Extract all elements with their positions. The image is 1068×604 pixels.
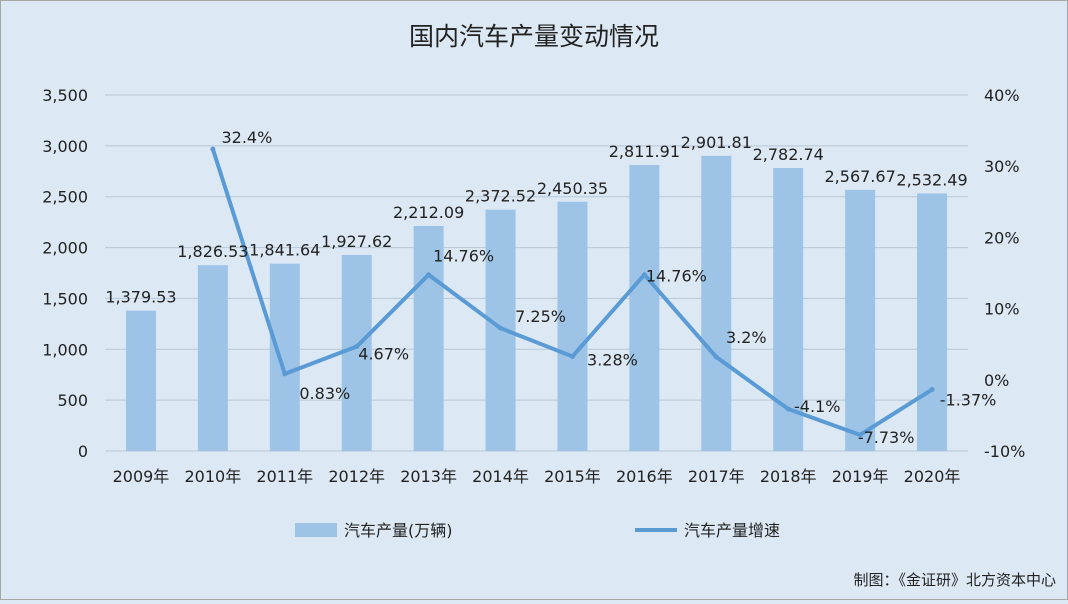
bar-data-label: 2,212.09 (393, 203, 464, 222)
line-data-labels: 32.4% 0.83% 4.67% 14.76% 7.25% 3.28% 14.76% 3.2… (221, 128, 996, 447)
bar (197, 265, 228, 451)
legend: 汽车产量(万辆) 汽车产量增速 (295, 521, 780, 540)
line-point (354, 344, 360, 350)
y-right-tick-label: 0% (984, 371, 1009, 390)
line-point (569, 353, 575, 359)
bar-data-label: 2,450.35 (537, 179, 608, 198)
y-left-tick-label: 0 (78, 442, 88, 461)
line-point (785, 406, 791, 412)
y-left-tick-label: 3,500 (42, 86, 88, 105)
line-data-label: -7.73% (858, 428, 915, 447)
line-data-label: 4.67% (358, 345, 409, 364)
y-left-tick-label: 3,000 (42, 137, 88, 156)
line-data-label: 32.4% (221, 128, 272, 147)
x-tick-label: 2013年 (400, 467, 457, 486)
line-data-label: 3.2% (726, 328, 767, 347)
bar (557, 201, 588, 451)
x-tick-label: 2017年 (688, 467, 745, 486)
line-point (426, 272, 432, 278)
line-data-label: 14.76% (646, 267, 707, 286)
y-right-tick-label: 20% (984, 228, 1020, 247)
line-data-label: 14.76% (433, 247, 494, 266)
line-point (857, 432, 863, 438)
x-axis: 2009年 2010年 2011年 2012年 2013年 2014年 2015年 2016年… (113, 467, 961, 486)
y-right-tick-label: 30% (984, 157, 1020, 176)
x-tick-label: 2009年 (113, 467, 170, 486)
bar (269, 263, 300, 451)
bar-series (125, 155, 948, 452)
line-data-label: -1.37% (940, 391, 997, 410)
bar-data-label: 1,379.53 (105, 288, 176, 307)
line-point (929, 387, 935, 393)
y-axis-left: 0 500 1,000 1,500 2,000 2,500 3,000 3,500 (42, 86, 88, 461)
bar (917, 193, 948, 451)
x-tick-label: 2016年 (616, 467, 673, 486)
y-right-tick-label: 10% (984, 300, 1020, 319)
line-point (498, 325, 504, 331)
line-point (641, 272, 647, 278)
bar-data-label: 2,532.49 (896, 170, 967, 189)
x-tick-label: 2015年 (544, 467, 601, 486)
bar (125, 310, 156, 451)
line-series (210, 146, 935, 438)
source-note: 制图：《金证研》北方资本中心 (853, 571, 1056, 589)
bar-data-label: 1,927.62 (321, 232, 392, 251)
bar (629, 164, 660, 451)
x-tick-label: 2011年 (256, 467, 313, 486)
x-tick-label: 2020年 (904, 467, 961, 486)
line-data-label: 3.28% (587, 350, 638, 369)
bar-data-label: 2,567.67 (825, 167, 896, 186)
line-point (210, 146, 216, 152)
bar-data-label: 2,901.81 (681, 133, 752, 152)
line-data-label: 0.83% (299, 384, 350, 403)
bar-data-label: 2,811.91 (609, 142, 680, 161)
y-left-tick-label: 2,500 (42, 188, 88, 207)
x-tick-label: 2019年 (832, 467, 889, 486)
y-left-tick-label: 1,500 (42, 289, 88, 308)
y-right-tick-label: 40% (984, 86, 1020, 105)
bar-data-label: 1,841.64 (249, 241, 320, 260)
bar-data-labels: 1,379.53 1,826.53 1,841.64 1,927.622,212.09… (105, 133, 967, 307)
x-tick-label: 2012年 (328, 467, 385, 486)
line-data-label: -4.1% (794, 397, 840, 416)
x-tick-label: 2014年 (472, 467, 529, 486)
bar (701, 155, 732, 451)
line-data-label: 7.25% (515, 307, 566, 326)
bar-data-label: 2,782.74 (753, 145, 824, 164)
x-tick-label: 2010年 (185, 467, 242, 486)
y-axis-right: -10% 0% 10% 20% 30% 40% (984, 86, 1025, 461)
legend-bar-label: 汽车产量(万辆) (344, 521, 453, 540)
bar (341, 254, 372, 451)
gridlines (105, 94, 968, 452)
bar-data-label: 1,826.53 (177, 242, 248, 261)
chart-title: 国内汽车产量变动情况 (409, 22, 659, 51)
y-left-tick-label: 500 (57, 391, 88, 410)
y-right-tick-label: -10% (984, 442, 1025, 461)
y-left-tick-label: 1,000 (42, 340, 88, 359)
bar (845, 189, 876, 451)
line-point (713, 354, 719, 360)
line-point (282, 371, 288, 377)
y-left-tick-label: 2,000 (42, 239, 88, 258)
legend-line-label: 汽车产量增速 (684, 521, 780, 540)
x-tick-label: 2018年 (760, 467, 817, 486)
legend-bar-swatch (295, 523, 337, 537)
bar (413, 225, 444, 451)
bar-data-label: 2,372.52 (465, 187, 536, 206)
